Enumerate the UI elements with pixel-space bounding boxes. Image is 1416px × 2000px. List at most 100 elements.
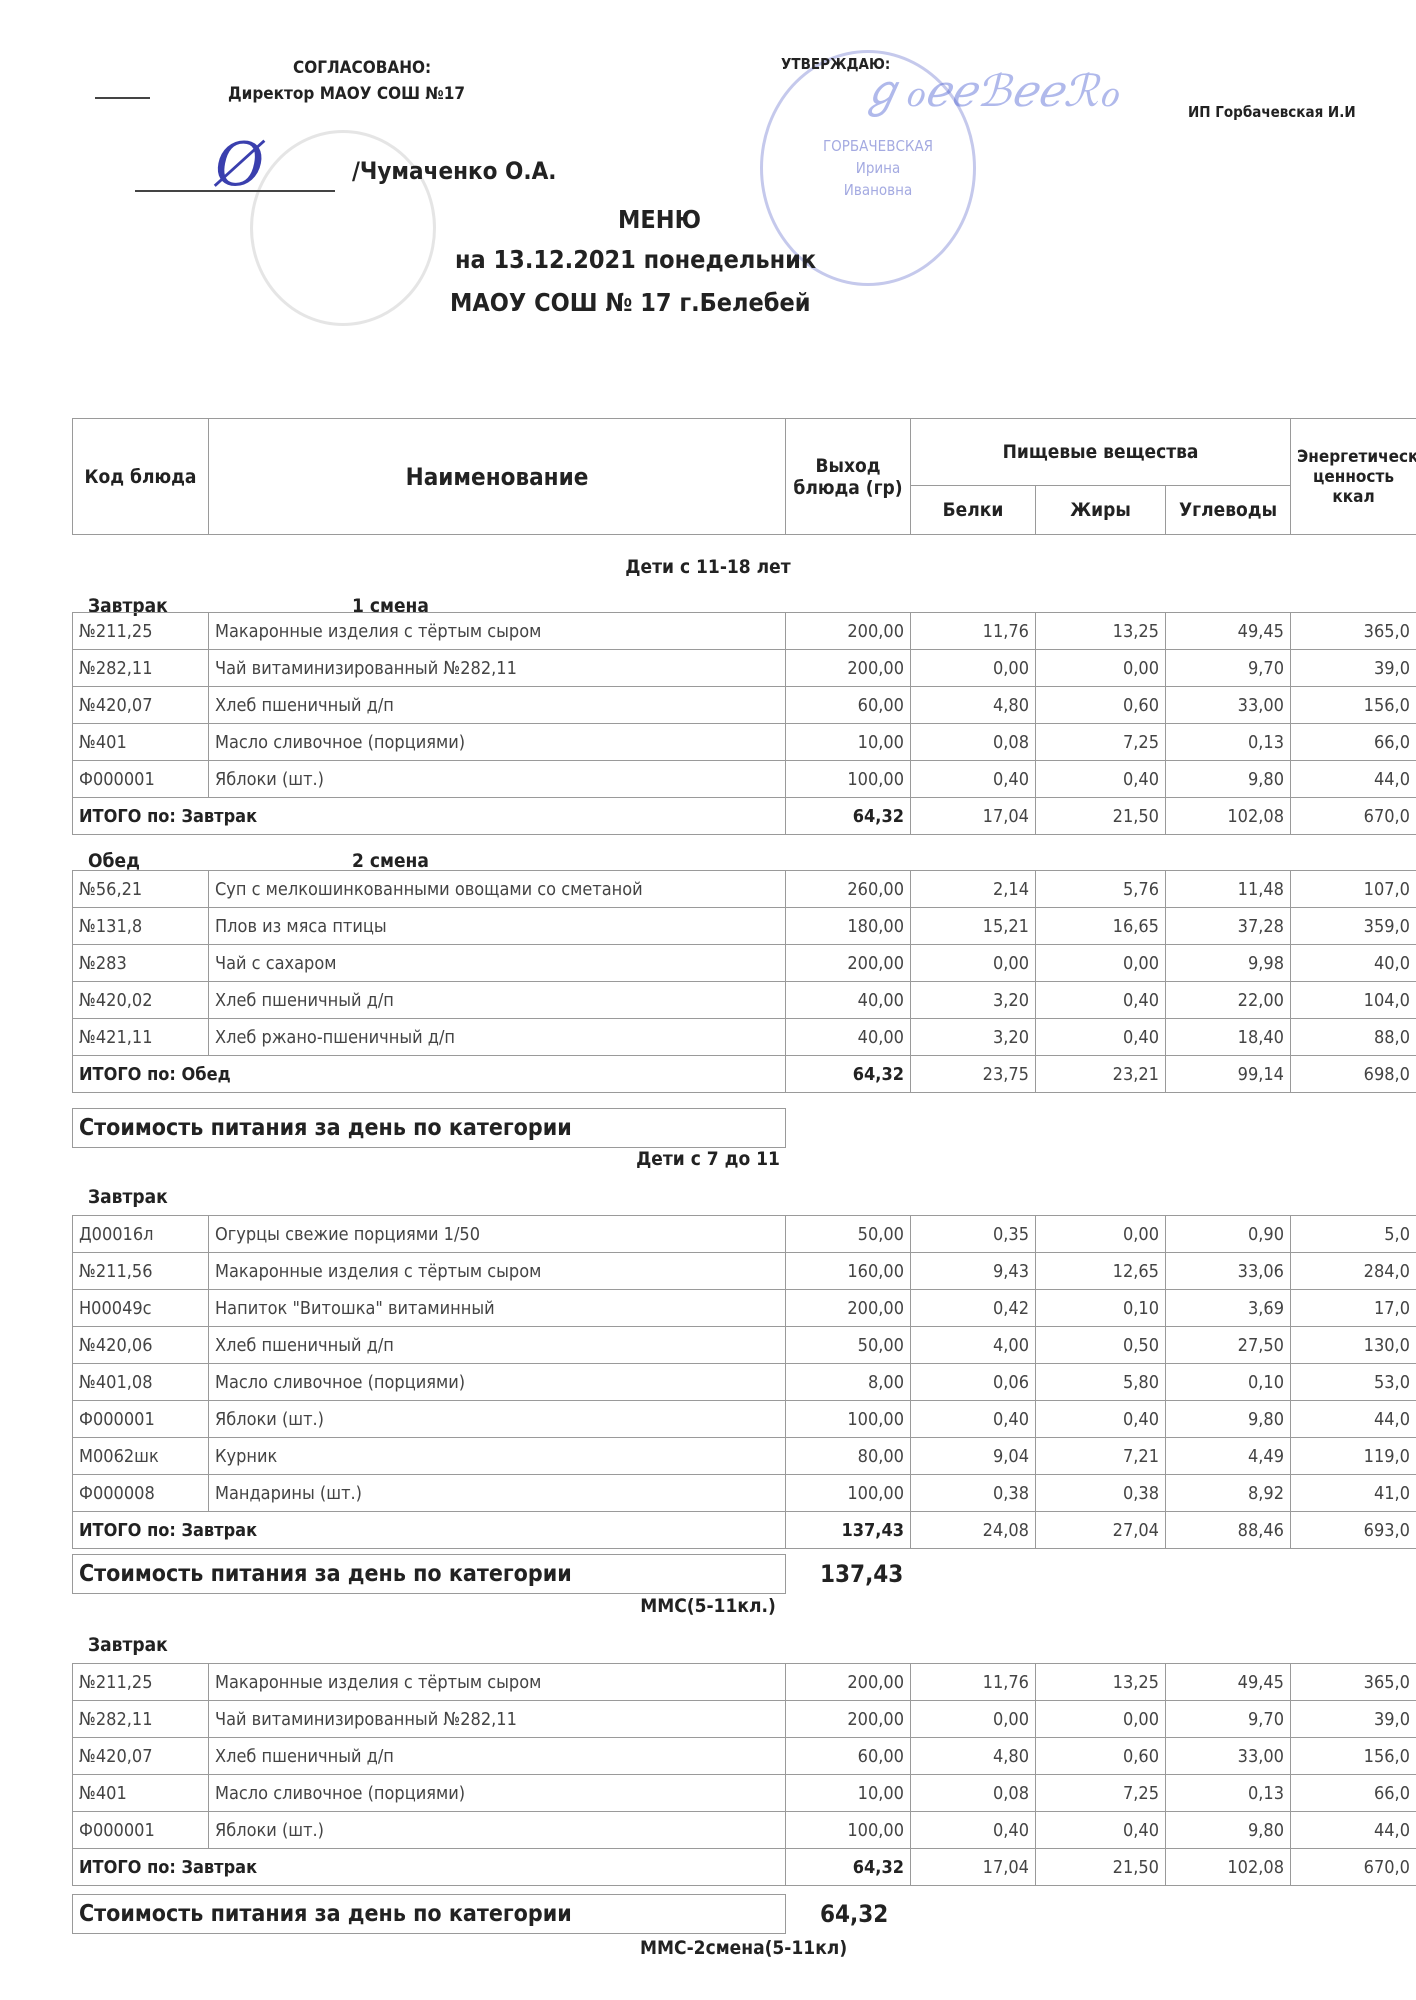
- cell: Ф000001: [72, 760, 209, 798]
- total-value: 64,32: [785, 797, 911, 835]
- cell: 27,50: [1165, 1326, 1291, 1364]
- cell: 11,76: [910, 1663, 1036, 1701]
- cell: 4,80: [910, 686, 1036, 724]
- cell: Макаронные изделия с тёртым сыром: [208, 612, 786, 650]
- cell: 9,98: [1165, 944, 1291, 982]
- cell: 3,20: [910, 981, 1036, 1019]
- table-row: №282,11 Чай витаминизированный №282,11 200…: [72, 1700, 1416, 1738]
- cell: Яблоки (шт.): [208, 760, 786, 798]
- cell: 40,0: [1290, 944, 1416, 982]
- table-row: №421,11 Хлеб ржано-пшеничный д/п 40,00 3,20…: [72, 1018, 1416, 1056]
- cell: 88,0: [1290, 1018, 1416, 1056]
- cell: 11,76: [910, 612, 1036, 650]
- total-value: 693,0: [1290, 1511, 1416, 1549]
- cell: 9,80: [1165, 1400, 1291, 1438]
- section-title: ММС(5-11кл.): [640, 1595, 776, 1617]
- dash: [95, 97, 150, 99]
- cell: 0,60: [1035, 686, 1166, 724]
- total-row: ИТОГО по: Завтрак 64,32 17,04 21,50 102,08 67…: [72, 1848, 1416, 1886]
- cell: №282,11: [72, 649, 209, 687]
- total-value: 698,0: [1290, 1055, 1416, 1093]
- cell: 4,49: [1165, 1437, 1291, 1475]
- table-row: Ф000001 Яблоки (шт.) 100,00 0,40 0,40 9,80 44,…: [72, 760, 1416, 798]
- cell: 7,21: [1035, 1437, 1166, 1475]
- cell: 37,28: [1165, 907, 1291, 945]
- cell: 4,80: [910, 1737, 1036, 1775]
- cell: 200,00: [785, 1663, 911, 1701]
- director-name: /Чумаченко О.А.: [352, 157, 557, 185]
- cell: №401,08: [72, 1363, 209, 1401]
- cell: 0,40: [1035, 981, 1166, 1019]
- cost-value: 137,43: [820, 1560, 904, 1588]
- signature-line: [135, 190, 335, 192]
- section-title: Дети с 11-18 лет: [625, 556, 791, 578]
- cell: 365,0: [1290, 612, 1416, 650]
- cell: 33,06: [1165, 1252, 1291, 1290]
- cell: 39,0: [1290, 1700, 1416, 1738]
- cell: 100,00: [785, 1400, 911, 1438]
- cell: Яблоки (шт.): [208, 1400, 786, 1438]
- cell: №420,06: [72, 1326, 209, 1364]
- cell: 0,42: [910, 1289, 1036, 1327]
- cell: 40,00: [785, 1018, 911, 1056]
- cell: 0,00: [1035, 649, 1166, 687]
- table-row: Ф000001 Яблоки (шт.) 100,00 0,40 0,40 9,80 44,…: [72, 1400, 1416, 1438]
- cell: 33,00: [1165, 686, 1291, 724]
- cell: 13,25: [1035, 1663, 1166, 1701]
- table-row: Д00016л Огурцы свежие порциями 1/50 50,00 0…: [72, 1215, 1416, 1253]
- table-row: №211,25 Макаронные изделия с тёртым сыром…: [72, 612, 1416, 650]
- cell: Н00049с: [72, 1289, 209, 1327]
- total-label: ИТОГО по: Обед: [72, 1055, 786, 1093]
- total-row: ИТОГО по: Обед 64,32 23,75 23,21 99,14 698,0: [72, 1055, 1416, 1093]
- cell: 0,10: [1165, 1363, 1291, 1401]
- cell: 0,00: [910, 944, 1036, 982]
- menu-date: на 13.12.2021 понедельник: [455, 245, 817, 274]
- approval-stamp: [760, 50, 976, 286]
- cell: 0,50: [1035, 1326, 1166, 1364]
- cell: 5,0: [1290, 1215, 1416, 1253]
- cell: 0,40: [1035, 1400, 1166, 1438]
- total-row: ИТОГО по: Завтрак 137,43 24,08 27,04 88,46 69…: [72, 1511, 1416, 1549]
- meal-table: Д00016л Огурцы свежие порциями 1/50 50,00 0…: [72, 1215, 1416, 1549]
- approve-label: УТВЕРЖДАЮ:: [781, 55, 891, 73]
- shift-label: 1 смена: [352, 595, 429, 617]
- table-row: №420,07 Хлеб пшеничный д/п 60,00 4,80 0,60 33…: [72, 1737, 1416, 1775]
- cell: 0,00: [910, 1700, 1036, 1738]
- col-fat: Жиры: [1035, 485, 1166, 535]
- cell: М0062шк: [72, 1437, 209, 1475]
- cell: 17,0: [1290, 1289, 1416, 1327]
- cell: Макаронные изделия с тёртым сыром: [208, 1663, 786, 1701]
- cell: 13,25: [1035, 612, 1166, 650]
- cell: 66,0: [1290, 723, 1416, 761]
- cell: 22,00: [1165, 981, 1291, 1019]
- col-energy: Энергетическая ценность ккал: [1290, 418, 1416, 535]
- cell: 260,00: [785, 870, 911, 908]
- meal-label: Завтрак: [88, 595, 168, 617]
- cell: №420,07: [72, 686, 209, 724]
- total-value: 102,08: [1165, 1848, 1291, 1886]
- cell: 0,38: [910, 1474, 1036, 1512]
- total-value: 670,0: [1290, 797, 1416, 835]
- table-row: Н00049с Напиток "Витошка" витаминный 200,0…: [72, 1289, 1416, 1327]
- cost-label: Стоимость питания за день по категории: [72, 1554, 786, 1594]
- cell: 39,0: [1290, 649, 1416, 687]
- director-label: Директор МАОУ СОШ №17: [228, 84, 465, 104]
- cell: №211,25: [72, 612, 209, 650]
- stamp-text: ГОРБАЧЕВСКАЯ Ирина Ивановна: [822, 137, 934, 199]
- cell: 80,00: [785, 1437, 911, 1475]
- cell: №283: [72, 944, 209, 982]
- cell: 16,65: [1035, 907, 1166, 945]
- cell: Хлеб пшеничный д/п: [208, 1326, 786, 1364]
- col-carbs: Углеводы: [1164, 485, 1292, 535]
- cell: 10,00: [785, 1774, 911, 1812]
- table-row: №56,21 Суп с мелкошинкованными овощами со…: [72, 870, 1416, 908]
- col-protein: Белки: [910, 485, 1036, 535]
- cell: 41,0: [1290, 1474, 1416, 1512]
- cell: 60,00: [785, 1737, 911, 1775]
- total-label: ИТОГО по: Завтрак: [72, 797, 786, 835]
- cell: Чай витаминизированный №282,11: [208, 649, 786, 687]
- cell: 180,00: [785, 907, 911, 945]
- cell: 8,00: [785, 1363, 911, 1401]
- cell: 10,00: [785, 723, 911, 761]
- section-title: Дети с 7 до 11: [636, 1148, 780, 1170]
